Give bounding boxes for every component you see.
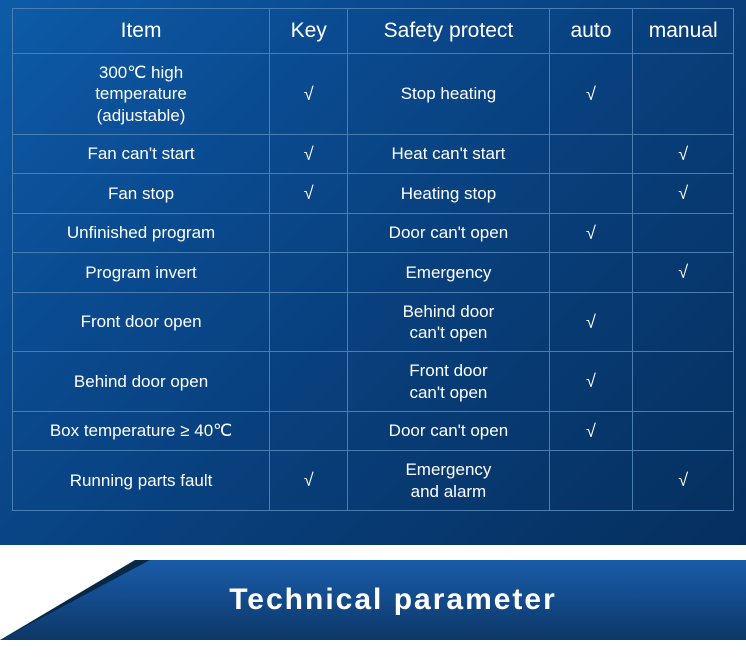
cell-manual xyxy=(633,213,734,253)
cell-key: √ xyxy=(270,54,348,135)
cell-manual: √ xyxy=(633,174,734,214)
cell-item: Box temperature ≥ 40℃ xyxy=(13,411,270,451)
cell-item: Fan stop xyxy=(13,174,270,214)
table-row: 300℃ hightemperature(adjustable)√Stop he… xyxy=(13,54,734,135)
table-row: Fan can't start√Heat can't start√ xyxy=(13,134,734,174)
cell-manual: √ xyxy=(633,451,734,511)
cell-safety: Emergency xyxy=(348,253,549,293)
banner-area: Technical parameter xyxy=(0,545,746,660)
banner-triangle xyxy=(0,560,135,640)
cell-item: Running parts fault xyxy=(13,451,270,511)
cell-key: √ xyxy=(270,134,348,174)
cell-auto: √ xyxy=(549,213,633,253)
cell-item: 300℃ hightemperature(adjustable) xyxy=(13,54,270,135)
cell-item: Front door open xyxy=(13,292,270,352)
table-row: Unfinished program Door can't open√ xyxy=(13,213,734,253)
table-row: Running parts fault√Emergencyand alarm√ xyxy=(13,451,734,511)
cell-manual xyxy=(633,352,734,412)
cell-key xyxy=(270,213,348,253)
table-container: Item Key Safety protect auto manual 300℃… xyxy=(0,0,746,545)
cell-item: Behind door open xyxy=(13,352,270,412)
cell-safety: Front doorcan't open xyxy=(348,352,549,412)
cell-key xyxy=(270,411,348,451)
cell-auto: √ xyxy=(549,352,633,412)
cell-item: Unfinished program xyxy=(13,213,270,253)
table-row: Behind door open Front doorcan't open√ xyxy=(13,352,734,412)
cell-manual xyxy=(633,292,734,352)
header-auto: auto xyxy=(549,9,633,54)
header-key: Key xyxy=(270,9,348,54)
cell-key xyxy=(270,352,348,412)
cell-auto xyxy=(549,134,633,174)
banner-title: Technical parameter xyxy=(229,583,557,617)
cell-auto xyxy=(549,253,633,293)
table-row: Program invert Emergency √ xyxy=(13,253,734,293)
cell-manual: √ xyxy=(633,253,734,293)
safety-table: Item Key Safety protect auto manual 300℃… xyxy=(12,8,734,511)
cell-manual xyxy=(633,411,734,451)
cell-key: √ xyxy=(270,451,348,511)
cell-item: Program invert xyxy=(13,253,270,293)
cell-safety: Door can't open xyxy=(348,213,549,253)
cell-safety: Stop heating xyxy=(348,54,549,135)
table-row: Front door open Behind doorcan't open√ xyxy=(13,292,734,352)
header-item: Item xyxy=(13,9,270,54)
table-row: Box temperature ≥ 40℃ Door can't open√ xyxy=(13,411,734,451)
table-header-row: Item Key Safety protect auto manual xyxy=(13,9,734,54)
cell-auto: √ xyxy=(549,54,633,135)
cell-safety: Behind doorcan't open xyxy=(348,292,549,352)
cell-item: Fan can't start xyxy=(13,134,270,174)
cell-safety: Door can't open xyxy=(348,411,549,451)
header-manual: manual xyxy=(633,9,734,54)
cell-manual xyxy=(633,54,734,135)
cell-key: √ xyxy=(270,174,348,214)
cell-auto: √ xyxy=(549,292,633,352)
header-safety: Safety protect xyxy=(348,9,549,54)
table-body: 300℃ hightemperature(adjustable)√Stop he… xyxy=(13,54,734,511)
cell-safety: Heat can't start xyxy=(348,134,549,174)
table-row: Fan stop√Heating stop√ xyxy=(13,174,734,214)
cell-auto: √ xyxy=(549,411,633,451)
cell-auto xyxy=(549,451,633,511)
cell-safety: Emergencyand alarm xyxy=(348,451,549,511)
cell-safety: Heating stop xyxy=(348,174,549,214)
cell-manual: √ xyxy=(633,134,734,174)
cell-key xyxy=(270,292,348,352)
cell-auto xyxy=(549,174,633,214)
cell-key xyxy=(270,253,348,293)
